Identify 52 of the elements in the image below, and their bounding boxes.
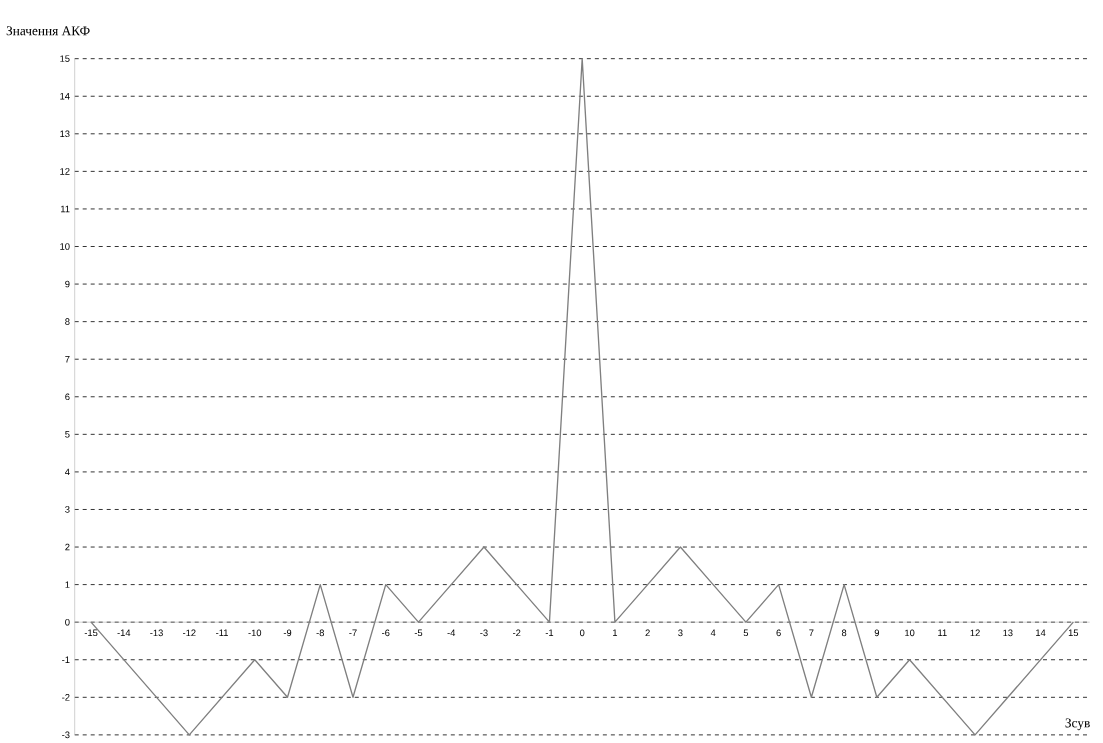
y-axis-title: Значення АКФ <box>6 26 90 36</box>
x-tick-label: -11 <box>216 629 228 637</box>
x-tick-label: 7 <box>809 629 814 637</box>
x-tick-label: -13 <box>150 629 163 637</box>
x-tick-label: 10 <box>905 629 915 637</box>
y-tick-label: 14 <box>60 93 70 100</box>
x-tick-label: -6 <box>382 629 390 637</box>
x-tick-label: 3 <box>678 629 683 637</box>
x-tick-label: 15 <box>1068 629 1079 637</box>
x-tick-label: 6 <box>776 629 781 637</box>
y-tick-label: 12 <box>60 168 70 175</box>
y-tick-label: 10 <box>60 243 70 250</box>
x-tick-label: 13 <box>1003 629 1013 637</box>
y-tick-label: 1 <box>65 581 70 589</box>
x-tick-label: -2 <box>512 629 521 637</box>
y-tick-label: 7 <box>65 356 70 363</box>
x-tick-label: 1 <box>613 629 618 637</box>
x-tick-label: -5 <box>414 629 423 637</box>
x-tick-label: 12 <box>970 629 980 637</box>
x-tick-label: -12 <box>182 629 196 637</box>
y-tick-label: 8 <box>65 318 70 326</box>
y-tick-label: 13 <box>60 130 70 138</box>
x-tick-label: 2 <box>645 629 650 637</box>
y-tick-label: -3 <box>62 731 70 739</box>
y-tick-label: 6 <box>65 393 70 401</box>
x-tick-label: -1 <box>545 629 554 637</box>
x-tick-label: 9 <box>874 629 879 637</box>
x-tick-label: -10 <box>248 629 262 637</box>
x-axis-title: Зсув <box>1065 718 1090 731</box>
x-tick-label: 4 <box>710 629 716 637</box>
x-tick-label: -14 <box>117 629 131 637</box>
y-tick-label: 4 <box>65 468 70 476</box>
y-tick-label: 9 <box>65 280 70 288</box>
x-tick-label: 5 <box>743 629 749 637</box>
y-tick-label: 11 <box>61 205 70 213</box>
x-tick-label: -9 <box>283 629 292 637</box>
x-tick-label: 8 <box>841 629 847 637</box>
x-tick-label: -8 <box>316 629 324 637</box>
x-tick-label: 0 <box>579 629 585 637</box>
x-tick-label: 14 <box>1036 629 1046 637</box>
x-tick-label: -3 <box>480 629 488 637</box>
y-tick-label: 2 <box>65 543 70 551</box>
x-tick-label: -15 <box>84 629 98 637</box>
x-tick-label: 11 <box>938 629 947 637</box>
y-tick-label: 15 <box>60 55 70 63</box>
y-tick-label: 3 <box>65 506 70 513</box>
y-tick-label: -2 <box>62 694 70 701</box>
y-tick-label: 0 <box>65 619 70 626</box>
x-tick-label: -7 <box>349 629 357 637</box>
y-tick-label: -1 <box>62 656 70 664</box>
x-tick-label: -4 <box>447 629 456 637</box>
y-tick-label: 5 <box>65 431 70 438</box>
